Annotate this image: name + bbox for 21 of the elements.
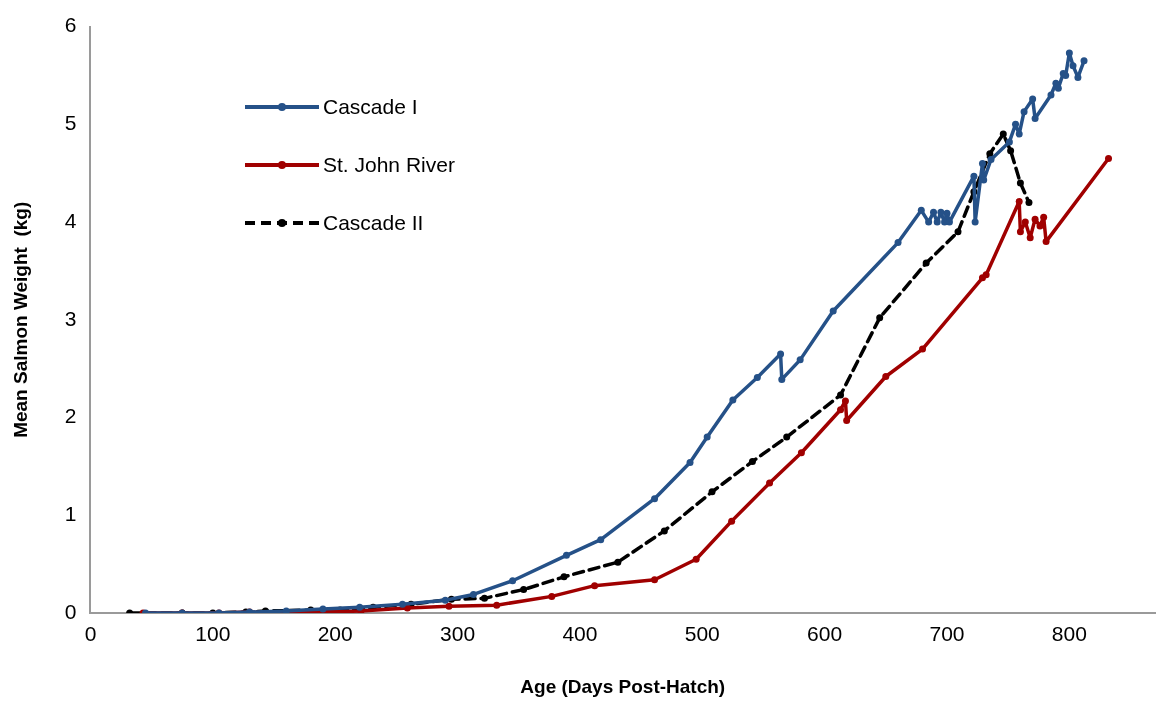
y-tick-label: 3 — [64, 306, 77, 330]
x-axis-title: Age (Days Post-Hatch) — [520, 675, 726, 697]
legend-label: Cascade I — [323, 95, 418, 119]
x-tick-label: 200 — [317, 622, 353, 646]
x-tick-label: 300 — [440, 622, 476, 646]
y-tick-label: 0 — [64, 599, 77, 623]
y-tick-label: 2 — [64, 404, 77, 428]
x-tick-label: 400 — [562, 622, 598, 646]
x-tick-label: 500 — [684, 622, 720, 646]
legend-label: Cascade II — [323, 211, 424, 235]
x-tick-label: 0 — [84, 622, 97, 646]
y-axis-title: Mean Salmon Weight (kg) — [9, 201, 31, 438]
y-tick-label: 5 — [64, 111, 77, 135]
x-tick-label: 600 — [807, 622, 843, 646]
x-tick-label: 800 — [1051, 622, 1087, 646]
legend-label: St. John River — [323, 153, 455, 177]
y-tick-label: 4 — [64, 208, 77, 232]
y-tick-label: 1 — [64, 502, 77, 526]
x-tick-label: 700 — [929, 622, 965, 646]
x-tick-label: 100 — [195, 622, 231, 646]
y-tick-label: 6 — [64, 13, 77, 37]
